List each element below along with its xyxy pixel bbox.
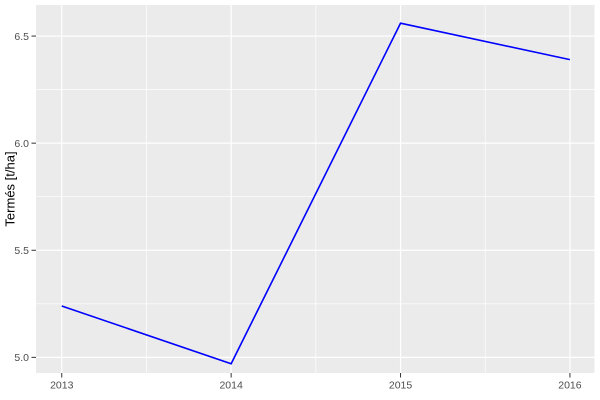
x-tick-label: 2015 — [389, 380, 413, 392]
data-line-termés — [61, 22, 571, 365]
y-tick-label: 5.0 — [14, 352, 29, 364]
x-tick-label: 2016 — [558, 380, 582, 392]
y-tick-label: 6.0 — [14, 138, 29, 150]
x-tick-label: 2013 — [50, 380, 74, 392]
y-tick-label: 5.5 — [14, 245, 29, 257]
x-tick-label: 2014 — [219, 380, 243, 392]
panel-background — [36, 5, 595, 373]
y-tick-label: 6.5 — [14, 31, 29, 43]
y-axis-title: Termés [t/ha] — [2, 151, 18, 227]
